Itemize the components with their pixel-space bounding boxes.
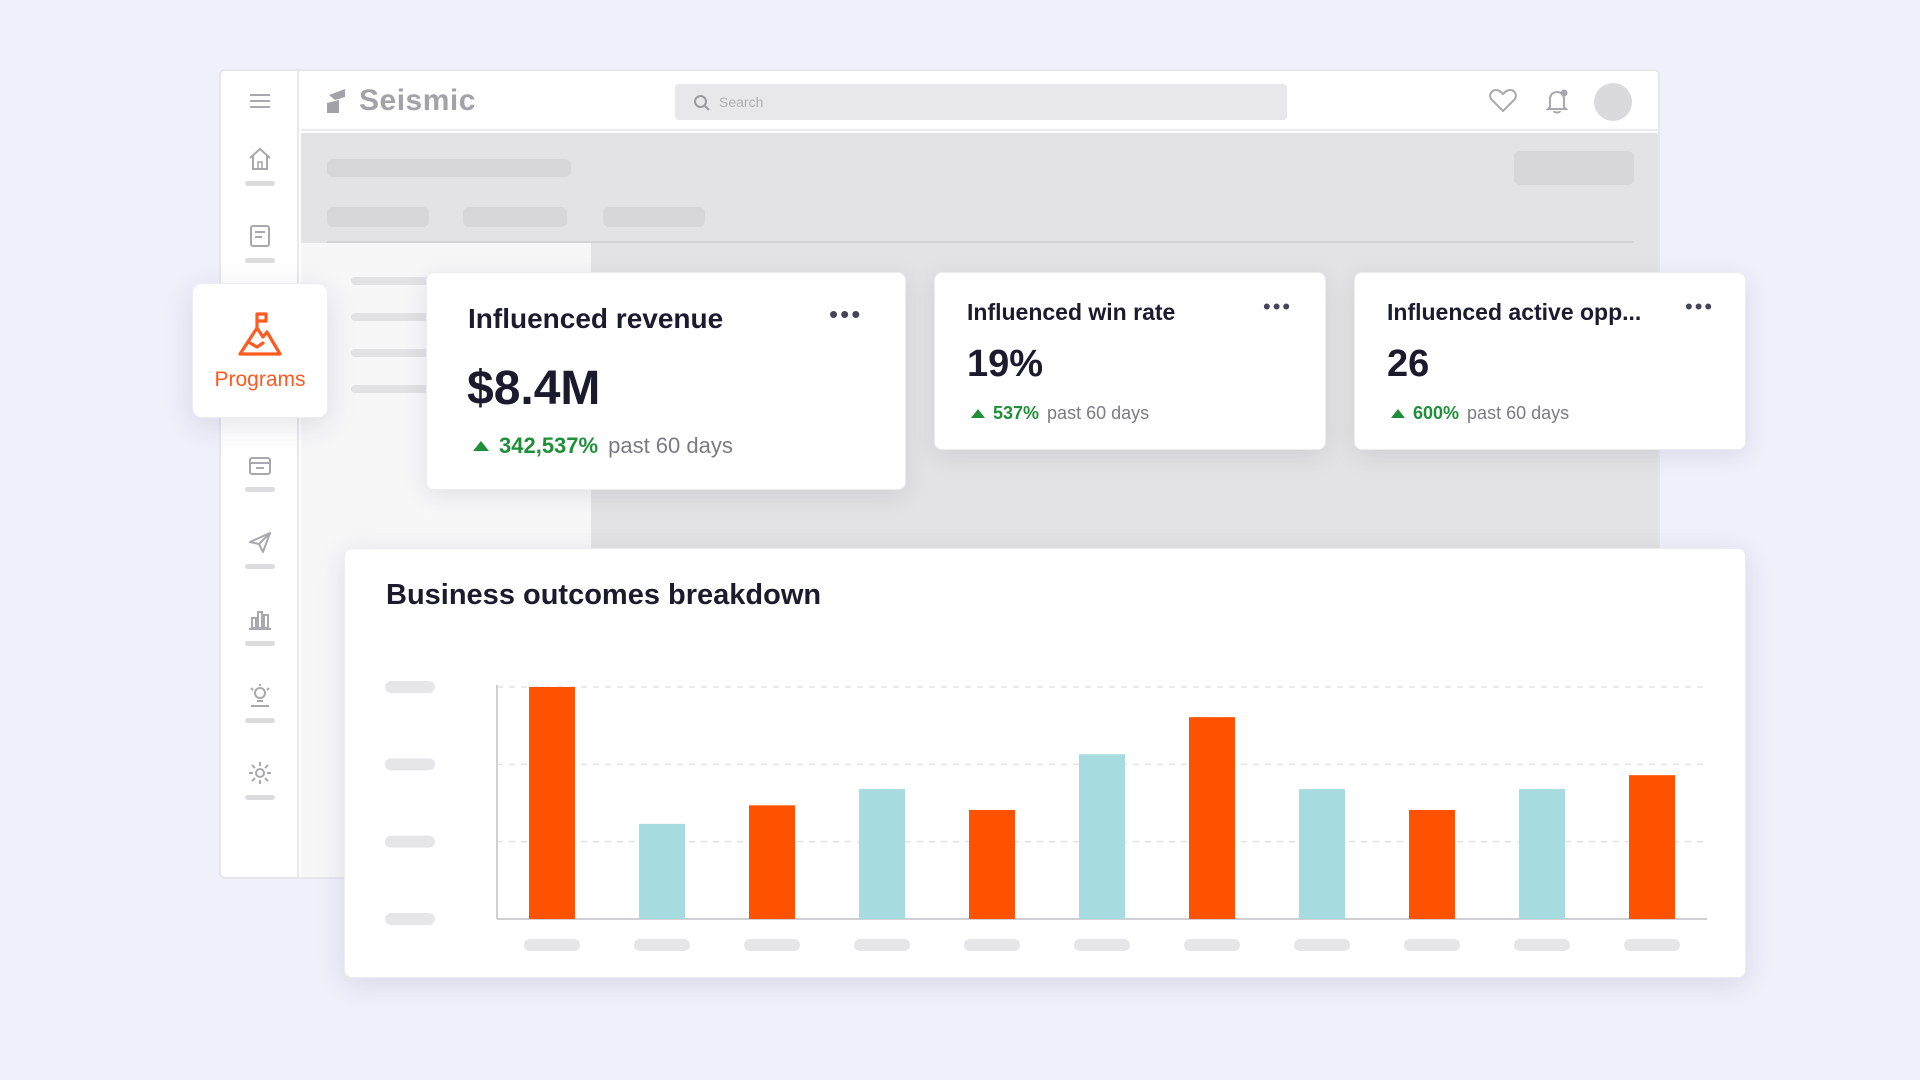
home-icon	[249, 147, 271, 170]
placeholder-tab	[327, 207, 429, 227]
seismic-logo-icon	[327, 89, 345, 113]
more-options-icon[interactable]: •••	[1685, 294, 1715, 319]
favorites-button[interactable]	[1487, 85, 1519, 117]
x-tick-label-placeholder	[1624, 939, 1680, 951]
kpi-card-active-opportunities: Influenced active opp... ••• 26 600% pas…	[1354, 272, 1746, 450]
search-bar[interactable]	[675, 84, 1287, 120]
mountain-flag-icon	[238, 311, 282, 356]
nav-item-insights[interactable]	[240, 682, 280, 730]
heart-icon	[1489, 88, 1517, 113]
nav-item-folder[interactable]	[240, 451, 280, 499]
chart-bar	[639, 823, 685, 919]
placeholder-title	[327, 159, 571, 177]
x-tick-label-placeholder	[744, 939, 800, 951]
notifications-button[interactable]	[1541, 85, 1573, 117]
y-tick-label-placeholder	[385, 681, 435, 693]
y-tick-label-placeholder	[385, 758, 435, 771]
x-tick-label-placeholder	[1404, 939, 1460, 951]
seismic-logo[interactable]: Seismic	[325, 84, 476, 118]
trend-period: past 60 days	[1047, 403, 1150, 423]
search-input[interactable]	[719, 84, 1259, 120]
card-value: 26	[1387, 343, 1430, 385]
card-value: 19%	[967, 343, 1044, 385]
trend-period: past 60 days	[608, 433, 733, 458]
folder-icon	[249, 457, 271, 475]
card-value: $8.4M	[467, 362, 601, 415]
nav-item-home[interactable]	[240, 145, 280, 193]
bar-chart-icon	[249, 611, 271, 630]
chart-bar	[859, 789, 905, 919]
card-trend: 537% past 60 days	[971, 403, 1149, 424]
card-title: Influenced win rate	[967, 299, 1176, 325]
chart-bar	[529, 687, 575, 919]
kpi-card-win-rate: Influenced win rate ••• 19% 537% past 60…	[934, 272, 1326, 450]
brand-name: Seismic	[359, 84, 476, 117]
chart-bar	[1299, 789, 1345, 919]
card-title: Influenced active opp...	[1387, 299, 1642, 325]
nav-item-documents[interactable]	[240, 222, 280, 270]
x-tick-label-placeholder	[1074, 939, 1130, 951]
menu-icon[interactable]	[248, 91, 272, 111]
chart-card: Business outcomes breakdown	[344, 548, 1746, 978]
y-tick-label-placeholder	[385, 913, 435, 925]
document-icon	[250, 225, 270, 247]
trend-up-icon	[1391, 409, 1405, 418]
x-tick-label-placeholder	[1514, 939, 1570, 951]
lightbulb-icon	[250, 684, 270, 707]
placeholder-action	[1514, 151, 1634, 185]
x-tick-label-placeholder	[634, 939, 690, 951]
left-nav-rail	[221, 71, 299, 877]
trend-percent: 342,537%	[499, 433, 599, 458]
card-trend: 342,537% past 60 days	[473, 433, 733, 459]
bell-icon	[1545, 89, 1569, 114]
programs-label: Programs	[214, 367, 306, 391]
x-tick-label-placeholder	[854, 939, 910, 951]
nav-item-analytics[interactable]	[240, 605, 280, 653]
chart-bar	[1189, 717, 1235, 919]
trend-up-icon	[473, 441, 489, 451]
more-options-icon[interactable]: •••	[1263, 294, 1293, 319]
x-tick-label-placeholder	[964, 939, 1020, 951]
chart-bar	[969, 809, 1015, 919]
chart-bar	[1629, 775, 1675, 919]
chart-bar	[1409, 809, 1455, 919]
chart-bar	[749, 805, 795, 919]
card-title: Influenced revenue	[468, 303, 724, 334]
nav-item-send[interactable]	[240, 528, 280, 576]
placeholder-tab	[463, 207, 567, 227]
send-icon	[249, 532, 271, 553]
x-tick-label-placeholder	[1184, 939, 1240, 951]
kpi-card-revenue: Influenced revenue ••• $8.4M 342,537% pa…	[426, 272, 906, 490]
chart-title: Business outcomes breakdown	[386, 579, 822, 611]
gear-icon	[249, 762, 271, 784]
y-tick-label-placeholder	[385, 835, 435, 848]
x-tick-label-placeholder	[1294, 939, 1350, 951]
trend-percent: 537%	[993, 403, 1040, 423]
trend-period: past 60 days	[1467, 403, 1570, 423]
nav-item-settings[interactable]	[240, 759, 280, 807]
nav-item-programs[interactable]: Programs	[192, 283, 328, 418]
avatar[interactable]	[1594, 83, 1632, 121]
placeholder-tab	[603, 207, 705, 227]
chart-bar	[1079, 754, 1125, 919]
more-options-icon[interactable]: •••	[829, 299, 863, 329]
chart-bar	[1519, 789, 1565, 919]
card-trend: 600% past 60 days	[1391, 403, 1569, 424]
bar-chart	[385, 681, 1707, 951]
trend-up-icon	[971, 409, 985, 418]
search-icon	[694, 95, 710, 111]
x-tick-label-placeholder	[524, 939, 580, 951]
top-bar: Seismic	[301, 71, 1658, 131]
trend-percent: 600%	[1413, 403, 1460, 423]
